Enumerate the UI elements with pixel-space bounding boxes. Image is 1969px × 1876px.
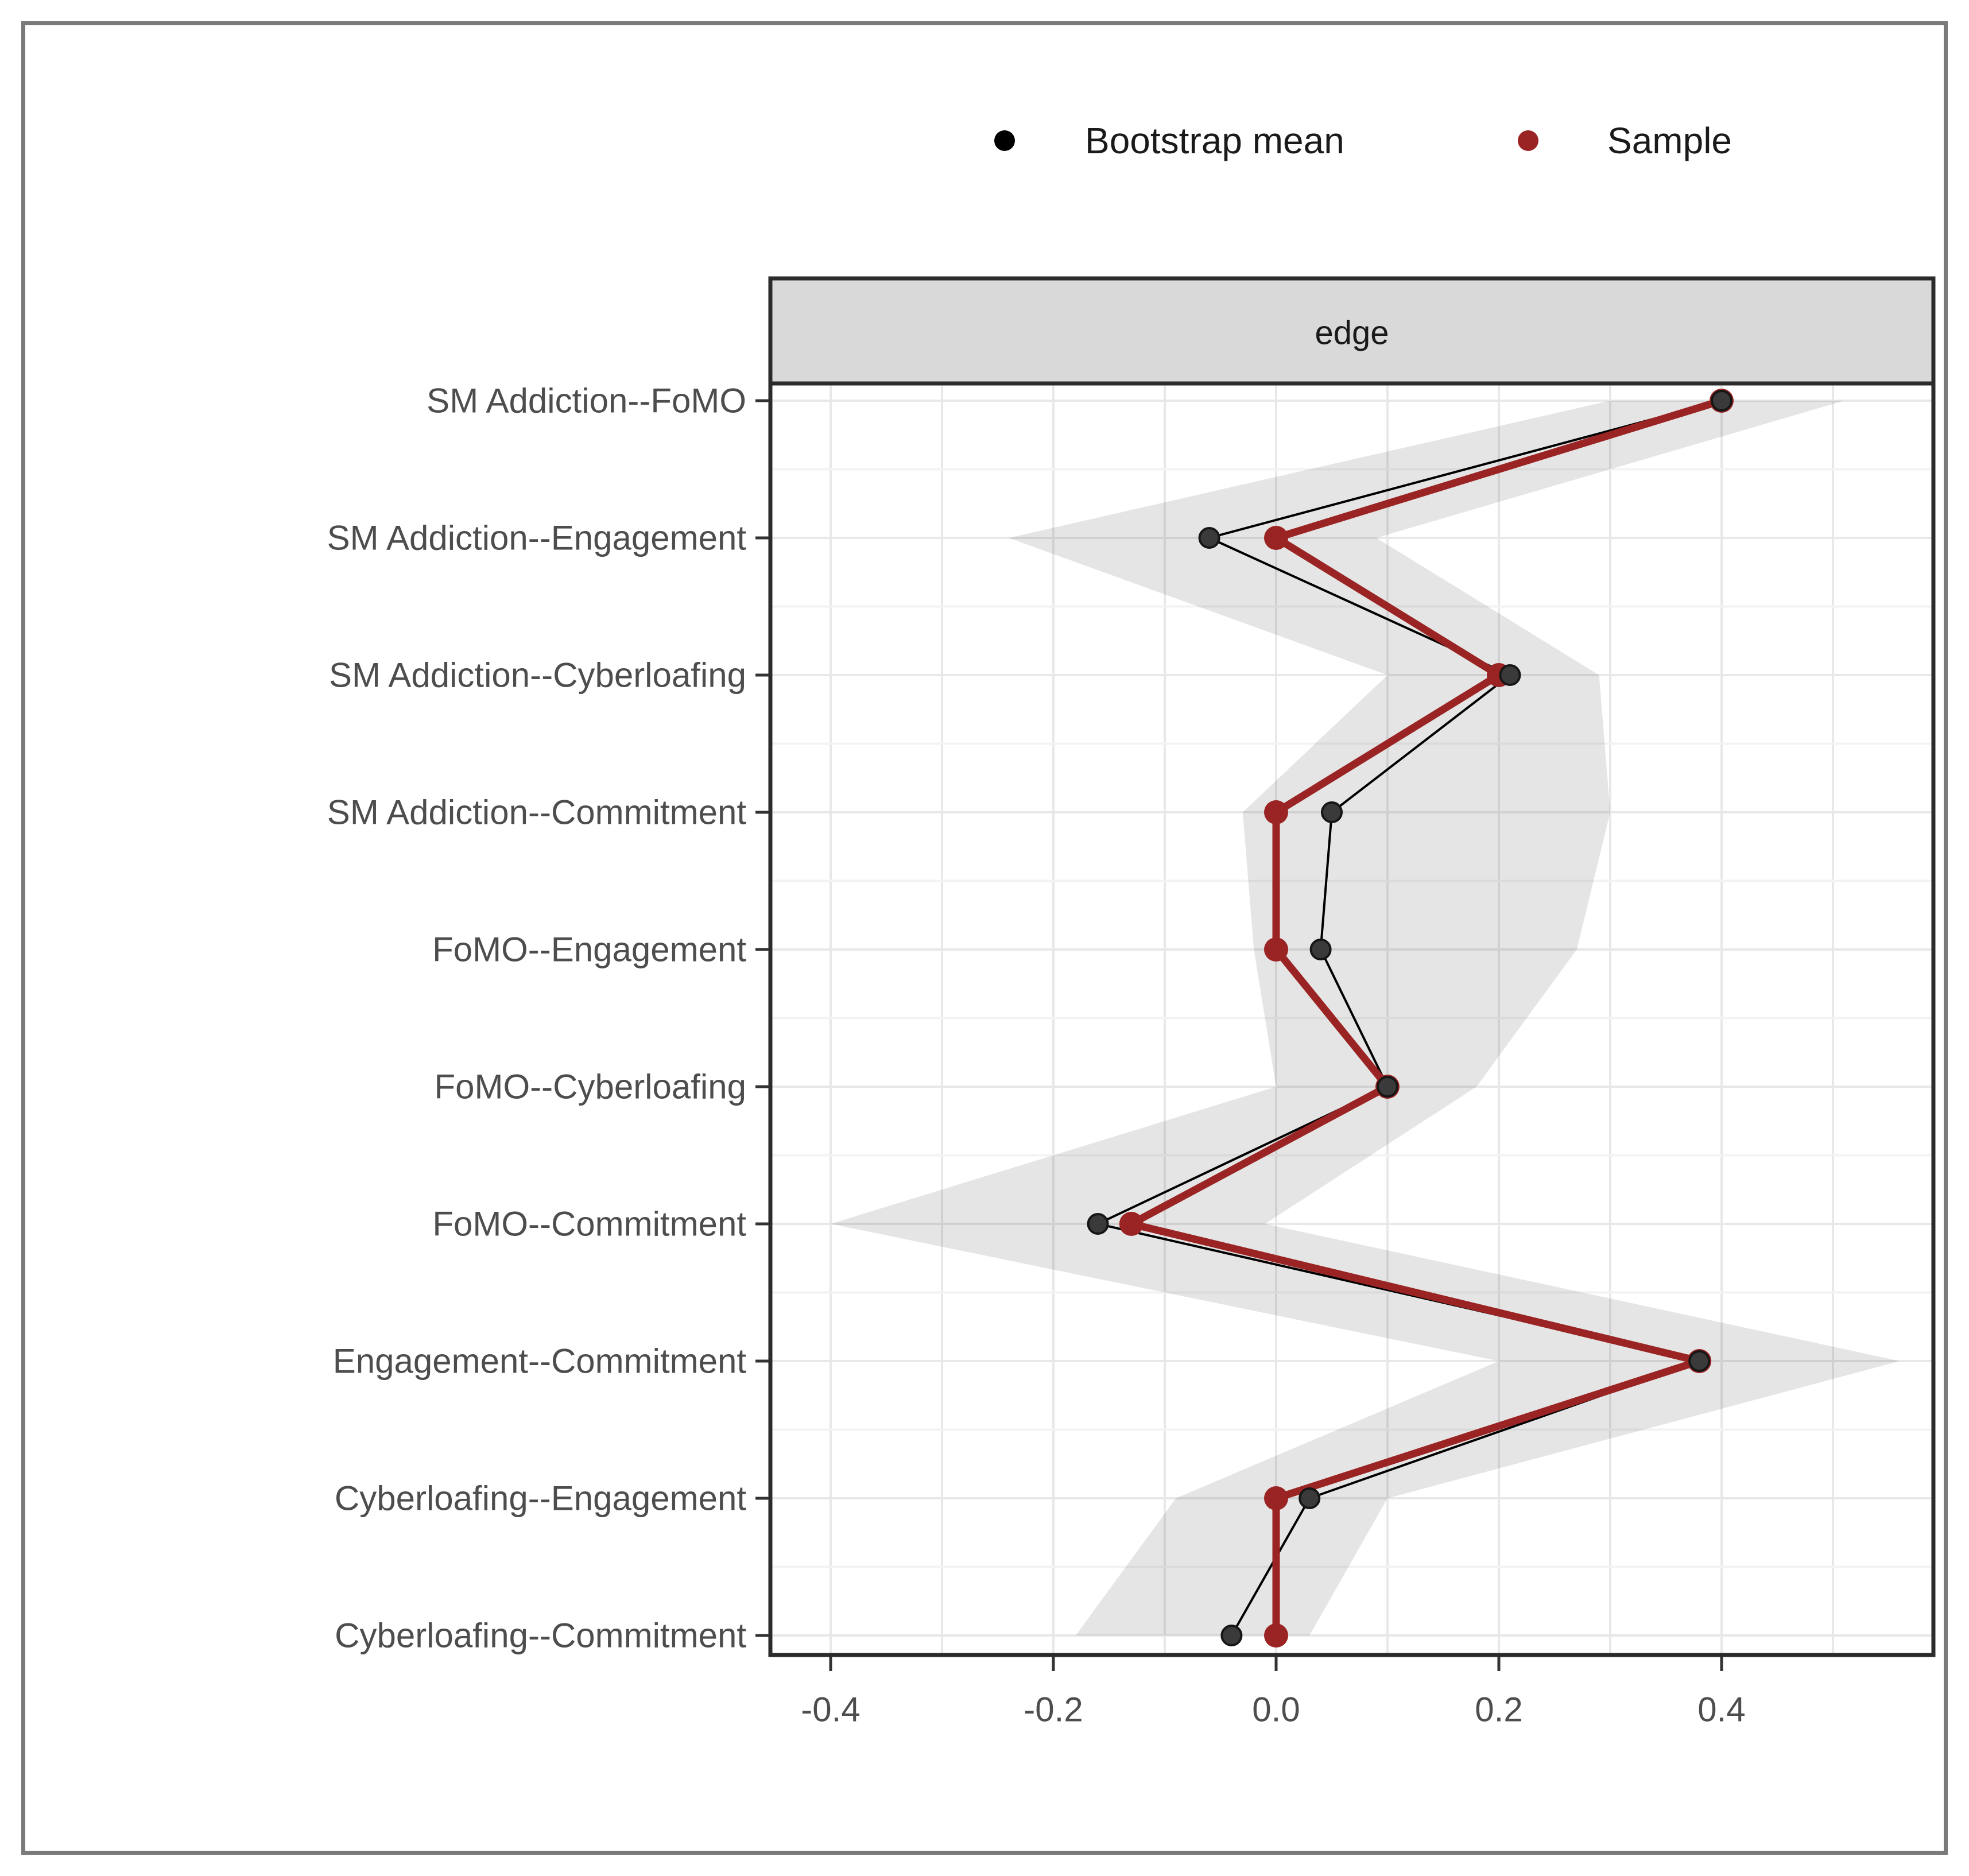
legend-dot-sample bbox=[1518, 130, 1538, 151]
bootstrap-mean-point bbox=[1309, 939, 1332, 960]
sample-point bbox=[1264, 937, 1288, 962]
strip-title: edge bbox=[1315, 315, 1389, 352]
data-layer bbox=[831, 389, 1900, 1648]
y-axis: SM Addiction--FoMO SM Addiction--Engageme… bbox=[327, 382, 769, 1655]
y-axis-category-label: FoMO--Commitment bbox=[432, 1205, 746, 1243]
bootstrap-mean-point bbox=[1198, 527, 1220, 549]
y-axis-category-label: SM Addiction--Commitment bbox=[327, 793, 747, 832]
y-axis-category-label: SM Addiction--Cyberloafing bbox=[329, 656, 746, 695]
legend-label-bootstrap-mean: Bootstrap mean bbox=[1085, 120, 1344, 161]
y-axis-category-label: Engagement--Commitment bbox=[333, 1342, 747, 1381]
bootstrap-mean-point bbox=[1299, 1487, 1321, 1509]
bootstrap-mean-point bbox=[1377, 1076, 1398, 1098]
x-tick-label: 0.2 bbox=[1475, 1691, 1522, 1729]
panel-strip: edge bbox=[768, 276, 1936, 386]
x-axis: -0.4 -0.2 0.0 0.2 0.4 bbox=[801, 1657, 1746, 1729]
grid-layer bbox=[770, 383, 1933, 1655]
y-axis-category-label: SM Addiction--Engagement bbox=[327, 519, 747, 557]
bootstrap-mean-point bbox=[1499, 664, 1521, 686]
y-axis-category-label: FoMO--Cyberloafing bbox=[435, 1068, 747, 1106]
bootstrap-mean-point bbox=[1688, 1350, 1711, 1372]
bootstrap-mean-point bbox=[1087, 1213, 1109, 1235]
legend: Bootstrap mean Sample bbox=[994, 120, 1732, 161]
strip-background bbox=[768, 276, 1936, 386]
confidence-band bbox=[831, 401, 1900, 1635]
sample-point bbox=[1264, 1623, 1288, 1648]
x-tick-label: -0.4 bbox=[801, 1691, 860, 1729]
sample-point bbox=[1264, 1486, 1288, 1510]
y-axis-category-label: SM Addiction--FoMO bbox=[427, 382, 746, 420]
legend-dot-bootstrap-mean bbox=[994, 130, 1015, 151]
y-axis-category-label: Cyberloafing--Commitment bbox=[335, 1617, 746, 1655]
y-axis-category-label: Cyberloafing--Engagement bbox=[335, 1479, 746, 1518]
bootstrap-mean-point bbox=[1711, 390, 1732, 412]
y-axis-category-label: FoMO--Engagement bbox=[432, 931, 746, 969]
x-tick-label: 0.0 bbox=[1252, 1691, 1300, 1729]
bootstrap-mean-point bbox=[1321, 801, 1343, 823]
sample-line bbox=[1127, 397, 1726, 1639]
legend-label-sample: Sample bbox=[1607, 120, 1732, 161]
x-tick-label: -0.2 bbox=[1024, 1691, 1083, 1729]
bootstrap-mean-point bbox=[1220, 1625, 1243, 1646]
sample-point bbox=[1264, 800, 1288, 824]
sample-point bbox=[1119, 1212, 1144, 1236]
sample-point bbox=[1264, 526, 1288, 550]
panel-border bbox=[768, 381, 1936, 1657]
x-tick-label: 0.4 bbox=[1697, 1691, 1745, 1729]
bootstrap-mean-line bbox=[1094, 400, 1722, 1636]
